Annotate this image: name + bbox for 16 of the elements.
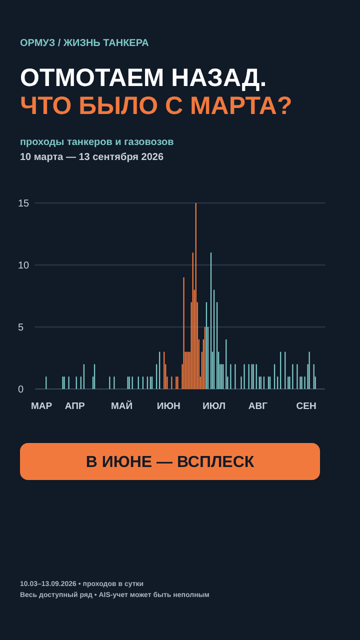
callout-button: В ИЮНЕ — ВСПЛЕСК <box>20 443 320 480</box>
x-tick-label: ИЮЛ <box>202 401 226 412</box>
y-tick-label: 5 <box>18 322 24 334</box>
x-tick-label: МАЙ <box>110 400 133 412</box>
chart-subtitle: проходы танкеров и газовозов <box>20 137 174 148</box>
chart-title: ОТМОТАЕМ НАЗАД. ЧТО БЫЛО С МАРТА? <box>20 64 292 120</box>
x-tick-label: ИЮН <box>156 401 181 412</box>
x-tick-label: АПР <box>64 401 86 412</box>
y-tick-label: 10 <box>18 260 30 272</box>
text: ОРМУЗ / ЖИЗНЬ ТАНКЕРА <box>20 38 149 49</box>
y-tick-label: 15 <box>18 198 30 210</box>
text: 10 марта — 13 сентября 2026 <box>20 152 164 163</box>
x-tick-label: МАР <box>31 401 53 412</box>
x-tick-label: СЕН <box>296 401 316 412</box>
x-tick-label: АВГ <box>248 401 268 412</box>
y-tick-label: 0 <box>18 384 24 396</box>
